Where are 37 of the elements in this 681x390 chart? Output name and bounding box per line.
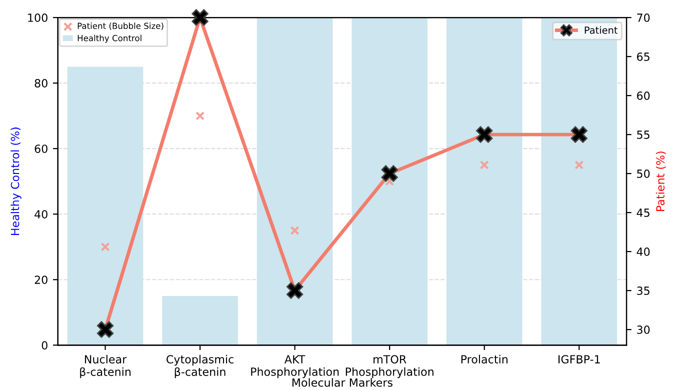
- y2-tick-label: 40: [636, 248, 650, 256]
- legend-label: Healthy Control: [78, 34, 142, 43]
- x-tick-label: mTOR Phosphorylation: [346, 355, 434, 378]
- bar: [446, 18, 522, 346]
- y2-tick-label: 45: [636, 208, 650, 217]
- x-tick-label: Cytoplasmic β-catenin: [166, 354, 234, 378]
- legend-label: Patient: [584, 26, 618, 34]
- point: [480, 160, 489, 170]
- y-tick-label: 60: [34, 144, 48, 153]
- y2-tick-label: 30: [637, 326, 650, 334]
- y2-axis-title: Patient (%): [656, 152, 666, 211]
- y-tick-label: 100: [28, 14, 48, 22]
- y-axis-title: Healthy Control (%): [10, 128, 22, 236]
- y-tick-label: 40: [34, 210, 48, 218]
- y-tick-label: 0: [42, 341, 48, 350]
- x-axis-title: Molecular Markers: [292, 378, 392, 387]
- x-tick-label: Nuclear β-catenin: [80, 354, 131, 378]
- x-tick-label: Prolactin: [461, 354, 508, 364]
- y-tick-label: 80: [34, 79, 48, 88]
- y2-tick-label: 60: [637, 92, 650, 100]
- y2-tick-label: 35: [637, 286, 650, 295]
- point: [196, 111, 205, 120]
- x-tick-label: IGFBP-1: [558, 355, 600, 364]
- bar: [67, 66, 144, 346]
- bar: [352, 18, 428, 346]
- y-tick-label: 20: [34, 276, 48, 284]
- y2-tick-label: 65: [637, 52, 650, 61]
- y2-tick-label: 70: [637, 14, 650, 22]
- y2-tick-label: 50: [637, 170, 650, 178]
- bar: [256, 18, 333, 346]
- bar: [162, 296, 238, 346]
- legend-label: Patient (Bubble Size): [78, 22, 164, 30]
- y2-tick-label: 55: [637, 130, 650, 139]
- point: [100, 242, 110, 252]
- point: [290, 226, 300, 236]
- x-tick-label: AKT Phosphorylation: [251, 355, 339, 378]
- point: [574, 160, 584, 170]
